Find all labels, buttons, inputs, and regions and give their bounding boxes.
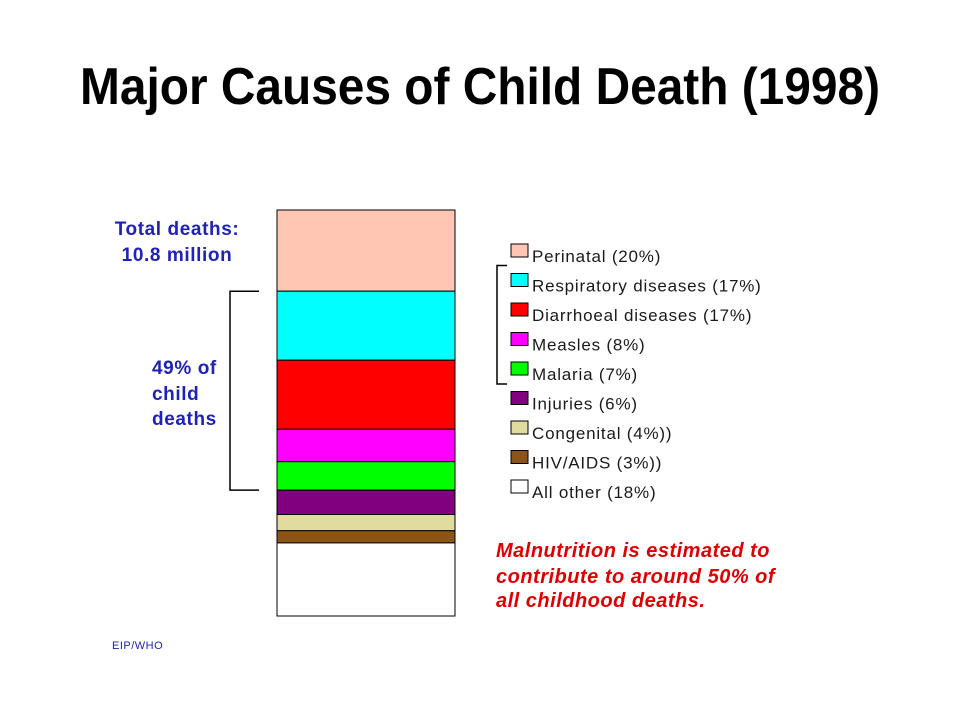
source-credit: EIP/WHO: [112, 640, 163, 652]
legend-label: HIV/AIDS (3%)): [532, 454, 662, 473]
legend-item-all-other: All other (18%): [510, 479, 656, 502]
bar-segment-hiv-aids: [276, 530, 456, 544]
bar-segment-all-other: [276, 542, 456, 617]
total-deaths-label: Total deaths:: [115, 219, 240, 240]
legend-label: Diarrhoeal diseases (17%): [532, 306, 752, 325]
legend-swatch: [510, 420, 529, 435]
legend: Perinatal (20%) Respiratory diseases (17%…: [510, 243, 762, 502]
legend-item-hiv-aids: HIV/AIDS (3%)): [510, 450, 662, 473]
bar-segment-diarrhoeal-diseases: [276, 359, 456, 430]
legend-label: All other (18%): [532, 483, 656, 502]
total-deaths-value: 10.8 million: [122, 245, 233, 266]
legend-label: Malaria (7%): [532, 365, 638, 384]
legend-label: Measles (8%): [532, 336, 646, 355]
bar-segment-measles: [276, 428, 456, 463]
malnutrition-note-line-3: all childhood deaths.: [496, 590, 705, 612]
legend-item-malaria: Malaria (7%): [510, 361, 638, 384]
legend-item-congenital: Congenital (4%)): [510, 420, 672, 443]
legend-swatch: [510, 273, 529, 287]
legend-swatch: [510, 332, 529, 346]
legend-label: Respiratory diseases (17%): [532, 277, 762, 296]
legend-label: Congenital (4%)): [532, 424, 672, 443]
bar-segment-malaria: [276, 461, 456, 491]
legend-item-diarrhoeal-diseases: Diarrhoeal diseases (17%): [510, 302, 752, 325]
bar-segment-congenital: [276, 514, 456, 532]
legend-item-injuries: Injuries (6%): [510, 391, 638, 414]
bracket-label-line-1: 49% of: [152, 358, 217, 379]
bar-segment-respiratory-diseases: [276, 290, 456, 361]
legend-swatch: [510, 391, 529, 405]
chart-title: Major Causes of Child Death (1998): [80, 58, 880, 116]
legend-item-measles: Measles (8%): [510, 332, 646, 355]
legend-label: Injuries (6%): [532, 395, 638, 414]
legend-label: Perinatal (20%): [532, 247, 661, 266]
legend-bracket: [496, 264, 507, 385]
bracket-label-line-3: deaths: [152, 409, 217, 430]
bracket-label-line-2: child: [152, 384, 199, 405]
malnutrition-note-line-2: contribute to around 50% of: [496, 566, 777, 588]
legend-swatch: [510, 479, 529, 494]
bar-segment-injuries: [276, 489, 456, 516]
legend-item-perinatal: Perinatal (20%): [510, 243, 661, 266]
bar-bracket: [229, 290, 259, 491]
bar-segment-perinatal: [276, 209, 456, 292]
legend-swatch: [510, 302, 529, 317]
legend-swatch: [510, 243, 529, 258]
malnutrition-note-line-1: Malnutrition is estimated to: [496, 540, 770, 562]
legend-item-respiratory-diseases: Respiratory diseases (17%): [510, 273, 762, 296]
legend-swatch: [510, 450, 529, 464]
stacked-bar: [276, 209, 456, 617]
legend-swatch: [510, 361, 529, 376]
